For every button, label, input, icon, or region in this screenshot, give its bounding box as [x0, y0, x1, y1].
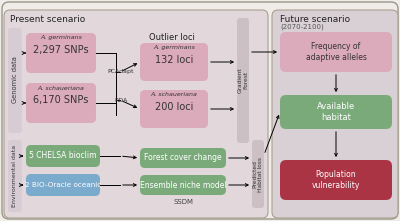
Text: A. schaueriana: A. schaueriana: [150, 93, 198, 97]
FancyBboxPatch shape: [4, 10, 268, 218]
FancyBboxPatch shape: [140, 43, 208, 81]
Text: Available
habitat: Available habitat: [317, 102, 355, 122]
Text: 200 loci: 200 loci: [155, 102, 193, 112]
Text: Present scenario: Present scenario: [10, 15, 85, 24]
Text: Environmental data: Environmental data: [12, 145, 18, 207]
Text: 6,170 SNPs: 6,170 SNPs: [33, 95, 89, 105]
FancyBboxPatch shape: [8, 28, 22, 133]
FancyBboxPatch shape: [140, 90, 208, 128]
FancyBboxPatch shape: [272, 10, 398, 218]
FancyBboxPatch shape: [252, 140, 264, 208]
FancyBboxPatch shape: [140, 175, 226, 195]
FancyBboxPatch shape: [280, 160, 392, 200]
Text: A. germinans: A. germinans: [153, 46, 195, 51]
Text: SSDM: SSDM: [173, 199, 193, 205]
FancyBboxPatch shape: [26, 33, 96, 73]
FancyBboxPatch shape: [280, 32, 392, 72]
Text: RDA: RDA: [114, 97, 128, 103]
Text: Gradient
Forest: Gradient Forest: [238, 67, 248, 93]
Text: (2070-2100): (2070-2100): [280, 23, 324, 29]
FancyBboxPatch shape: [280, 95, 392, 129]
Text: Forest cover change: Forest cover change: [144, 154, 222, 162]
FancyBboxPatch shape: [2, 2, 398, 219]
Text: A. schaueriana: A. schaueriana: [38, 86, 84, 91]
Text: Frequency of
adaptive alleles: Frequency of adaptive alleles: [306, 42, 366, 62]
Text: 132 loci: 132 loci: [155, 55, 193, 65]
FancyBboxPatch shape: [26, 174, 100, 196]
FancyBboxPatch shape: [26, 145, 100, 167]
Text: PCAdapt: PCAdapt: [108, 69, 134, 74]
Text: 2,297 SNPs: 2,297 SNPs: [33, 45, 89, 55]
FancyBboxPatch shape: [140, 148, 226, 168]
Text: 5 CHELSA bioclim: 5 CHELSA bioclim: [29, 152, 97, 160]
Text: Genomic data: Genomic data: [12, 57, 18, 103]
Text: Ensemble niche model: Ensemble niche model: [140, 181, 226, 189]
Text: A. germinans: A. germinans: [40, 36, 82, 40]
Text: Future scenario: Future scenario: [280, 15, 350, 24]
Text: Outlier loci: Outlier loci: [149, 33, 195, 42]
FancyBboxPatch shape: [237, 18, 249, 143]
FancyBboxPatch shape: [26, 83, 96, 123]
FancyBboxPatch shape: [8, 140, 22, 212]
Text: Predicted
Habitat loss: Predicted Habitat loss: [253, 156, 263, 192]
Text: 2 BIO-Oracle oceanic: 2 BIO-Oracle oceanic: [25, 182, 101, 188]
Text: Population
vulnerability: Population vulnerability: [312, 170, 360, 190]
